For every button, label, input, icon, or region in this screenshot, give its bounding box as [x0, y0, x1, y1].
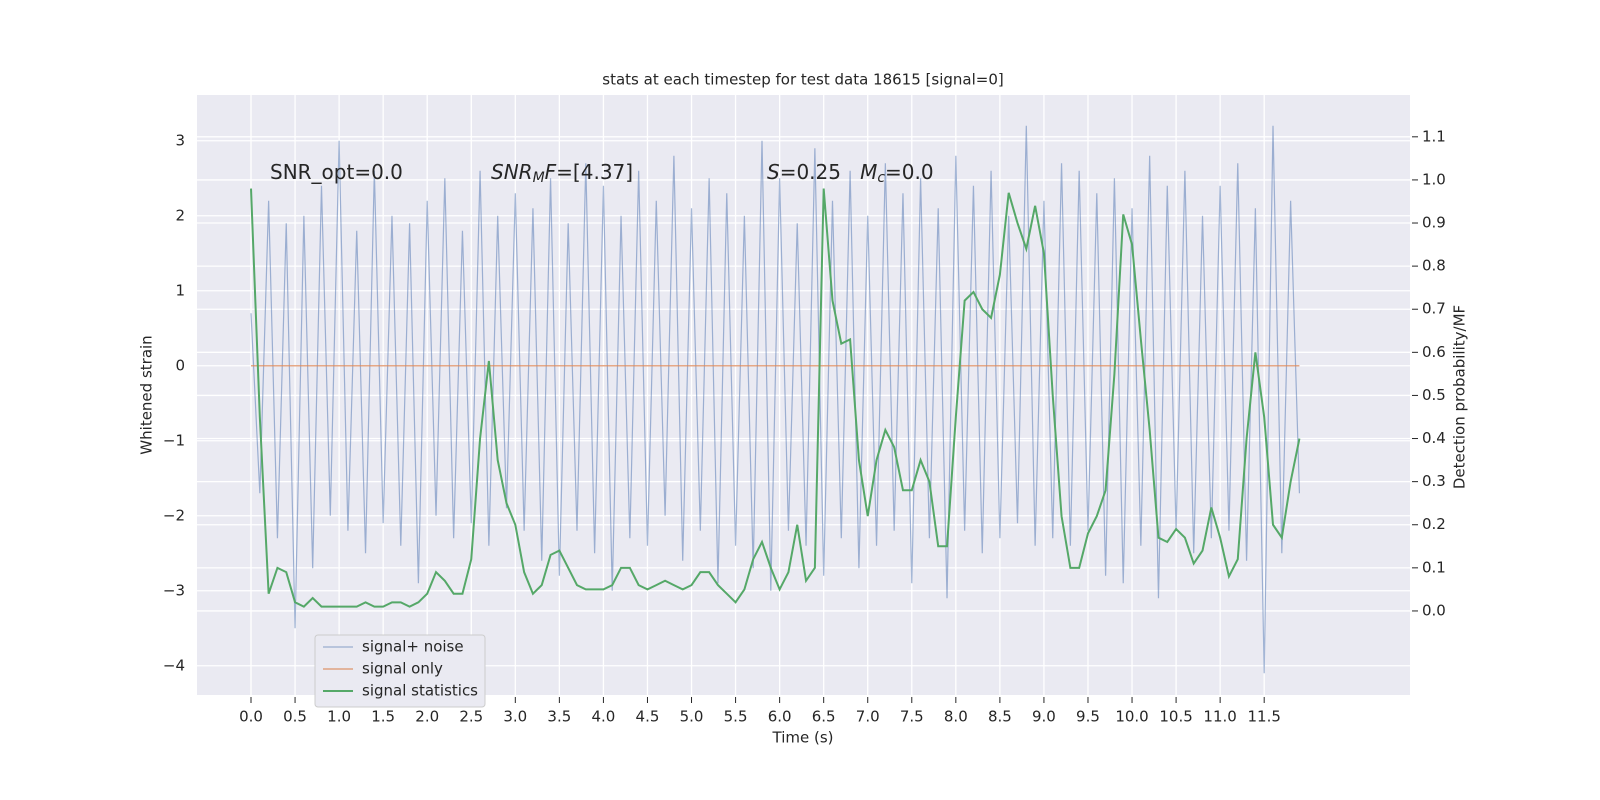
annotation-part: c: [877, 170, 885, 186]
y-tick-label: 3: [175, 131, 185, 149]
annotation-part: M: [533, 170, 545, 186]
annotation-part: M: [860, 160, 877, 184]
annotation-part: =[4.37]: [556, 160, 633, 184]
data-line: [250, 125, 1301, 674]
x-tick-label: 4.0: [591, 708, 615, 726]
y-tick-label: 2: [175, 206, 185, 224]
x-tick-label: 5.5: [724, 708, 748, 726]
x-tick-label: 6.0: [768, 708, 792, 726]
y2-tick-label: 0.3: [1422, 472, 1446, 490]
y2-tick-label: 0.6: [1422, 343, 1446, 361]
x-tick-label: 7.0: [856, 708, 880, 726]
data-line: [250, 188, 1301, 608]
chart-title: stats at each timestep for test data 186…: [602, 71, 1003, 89]
y-tick-label: −2: [163, 506, 185, 524]
y2-tick-label: 0.9: [1422, 214, 1446, 232]
annotation-part: =0.0: [885, 160, 934, 184]
x-axis-label: Time (s): [772, 729, 834, 747]
legend-label: signal+ noise: [362, 638, 464, 656]
y-tick-label: −1: [163, 431, 185, 449]
x-tick-label: 5.0: [680, 708, 704, 726]
legend-label: signal only: [362, 660, 443, 678]
annotation-part: SNR_opt=0.0: [270, 160, 403, 184]
annotation-part: S: [767, 160, 780, 184]
y2-tick-label: 0.4: [1422, 429, 1446, 447]
y2-tick-label: 0.8: [1422, 257, 1446, 275]
x-tick-label: 2.5: [459, 708, 483, 726]
x-tick-label: 9.0: [1032, 708, 1056, 726]
x-tick-label: 6.5: [812, 708, 836, 726]
x-tick-label: 10.0: [1115, 708, 1148, 726]
y2-tick-label: 1.0: [1422, 170, 1446, 188]
x-tick-label: 10.5: [1159, 708, 1192, 726]
annotation: S=0.25 Mc=0.0: [767, 160, 934, 187]
y2-tick-label: 0.5: [1422, 386, 1446, 404]
x-tick-label: 8.0: [944, 708, 968, 726]
x-tick-label: 0.0: [239, 708, 263, 726]
x-tick-label: 3.5: [547, 708, 571, 726]
x-tick-label: 0.5: [283, 708, 307, 726]
y2-axis-label: Detection probability/MF: [1451, 305, 1469, 489]
annotation-part: =0.25: [780, 160, 860, 184]
x-tick-label: 8.5: [988, 708, 1012, 726]
x-tick-label: 7.5: [900, 708, 924, 726]
x-tick-label: 1.0: [327, 708, 351, 726]
legend-box: [314, 634, 486, 708]
y-tick-label: 1: [175, 281, 185, 299]
x-tick-label: 9.5: [1076, 708, 1100, 726]
annotation: SNRMF=[4.37]: [491, 160, 633, 187]
annotation-part: F: [545, 160, 557, 184]
y-tick-label: 0: [175, 356, 185, 374]
y2-tick-label: 0.0: [1422, 601, 1446, 619]
y-tick-label: −3: [163, 581, 185, 599]
annotation-part: SNR: [491, 160, 533, 184]
x-tick-label: 2.0: [415, 708, 439, 726]
x-tick-label: 4.5: [636, 708, 660, 726]
y2-tick-label: 0.7: [1422, 300, 1446, 318]
y2-tick-label: 0.2: [1422, 515, 1446, 533]
x-tick-label: 3.0: [503, 708, 527, 726]
annotation: SNR_opt=0.0: [270, 160, 403, 184]
x-tick-label: 11.0: [1203, 708, 1236, 726]
x-tick-label: 1.5: [371, 708, 395, 726]
y-tick-label: −4: [163, 656, 185, 674]
y2-tick-label: 1.1: [1422, 127, 1446, 145]
legend-label: signal statistics: [362, 682, 478, 700]
x-tick-label: 11.5: [1247, 708, 1280, 726]
y-axis-label: Whitened strain: [138, 335, 156, 454]
y2-tick-label: 0.1: [1422, 558, 1446, 576]
